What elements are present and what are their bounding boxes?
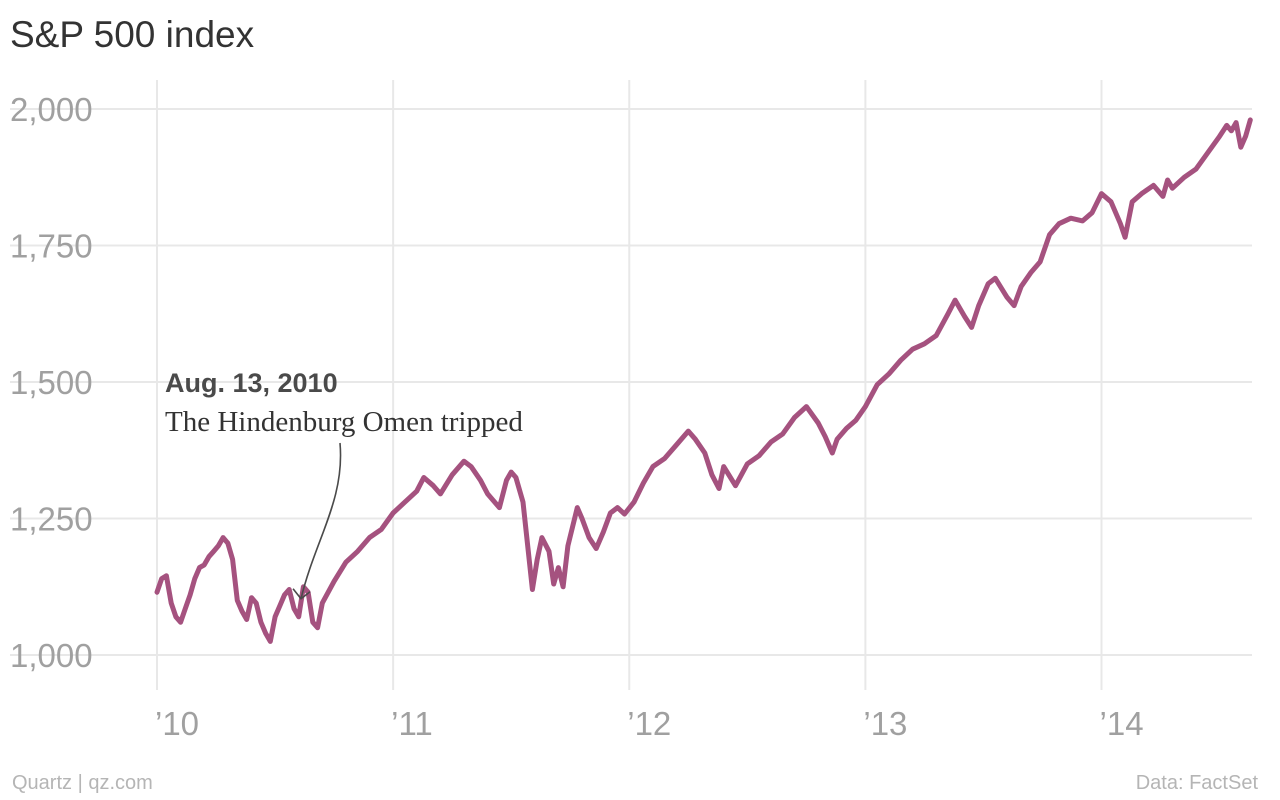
gridlines (10, 80, 1252, 690)
footer-source: Data: FactSet (1135, 772, 1258, 794)
arrow-head-icon (292, 588, 311, 600)
footer-credit: Quartz | qz.com (12, 772, 153, 794)
x-tick-label: ’11 (391, 705, 433, 742)
x-axis-ticks: ’10 ’11 ’12 ’13 ’14 (155, 705, 1144, 742)
y-axis-ticks: 1,000 1,250 1,500 1,750 2,000 (10, 91, 93, 674)
y-tick-label: 1,000 (10, 637, 93, 674)
y-tick-label: 1,250 (10, 501, 93, 538)
annotation-arrow (300, 442, 342, 599)
annotation-text: The Hindenburg Omen tripped (165, 406, 523, 438)
chart-title: S&P 500 index (10, 14, 255, 55)
x-tick-label: ’13 (863, 705, 907, 742)
y-tick-label: 1,750 (10, 228, 93, 265)
annotation-layer: Aug. 13, 2010 The Hindenburg Omen tripped (165, 368, 523, 600)
annotation-date: Aug. 13, 2010 (165, 368, 338, 398)
x-tick-label: ’12 (627, 705, 671, 742)
series-layer (154, 117, 1253, 644)
x-tick-label: ’10 (155, 705, 199, 742)
x-tick-label: ’14 (1100, 705, 1144, 742)
y-tick-label: 2,000 (10, 91, 93, 128)
y-tick-label: 1,500 (10, 364, 93, 401)
series-line (154, 117, 1253, 644)
